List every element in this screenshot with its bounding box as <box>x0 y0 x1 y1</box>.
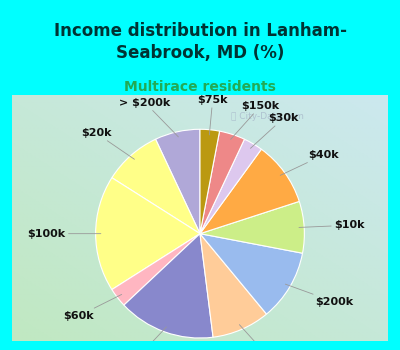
Text: $200k: $200k <box>285 284 354 307</box>
Wedge shape <box>200 139 261 234</box>
Text: $150k: $150k <box>231 101 280 139</box>
Wedge shape <box>96 178 200 289</box>
Text: $30k: $30k <box>250 113 299 148</box>
Text: $60k: $60k <box>63 294 122 321</box>
Wedge shape <box>200 234 266 337</box>
Wedge shape <box>200 149 299 234</box>
Text: Multirace residents: Multirace residents <box>124 80 276 94</box>
Text: > $200k: > $200k <box>120 98 178 137</box>
Wedge shape <box>200 129 220 234</box>
Text: $75k: $75k <box>197 95 228 135</box>
Wedge shape <box>124 234 213 338</box>
Wedge shape <box>156 129 200 234</box>
Text: $100k: $100k <box>28 229 101 239</box>
Wedge shape <box>200 234 302 314</box>
Text: $20k: $20k <box>81 128 134 159</box>
Text: Income distribution in Lanham-
Seabrook, MD (%): Income distribution in Lanham- Seabrook,… <box>54 22 346 62</box>
Wedge shape <box>112 139 200 234</box>
Text: $50k: $50k <box>239 325 284 350</box>
Text: $10k: $10k <box>299 220 364 230</box>
Text: $40k: $40k <box>280 150 339 175</box>
Text: ⓘ City-Data.com: ⓘ City-Data.com <box>232 112 304 121</box>
Wedge shape <box>112 234 200 305</box>
Wedge shape <box>200 131 244 234</box>
Text: $125k: $125k <box>116 327 166 350</box>
Wedge shape <box>200 201 304 253</box>
